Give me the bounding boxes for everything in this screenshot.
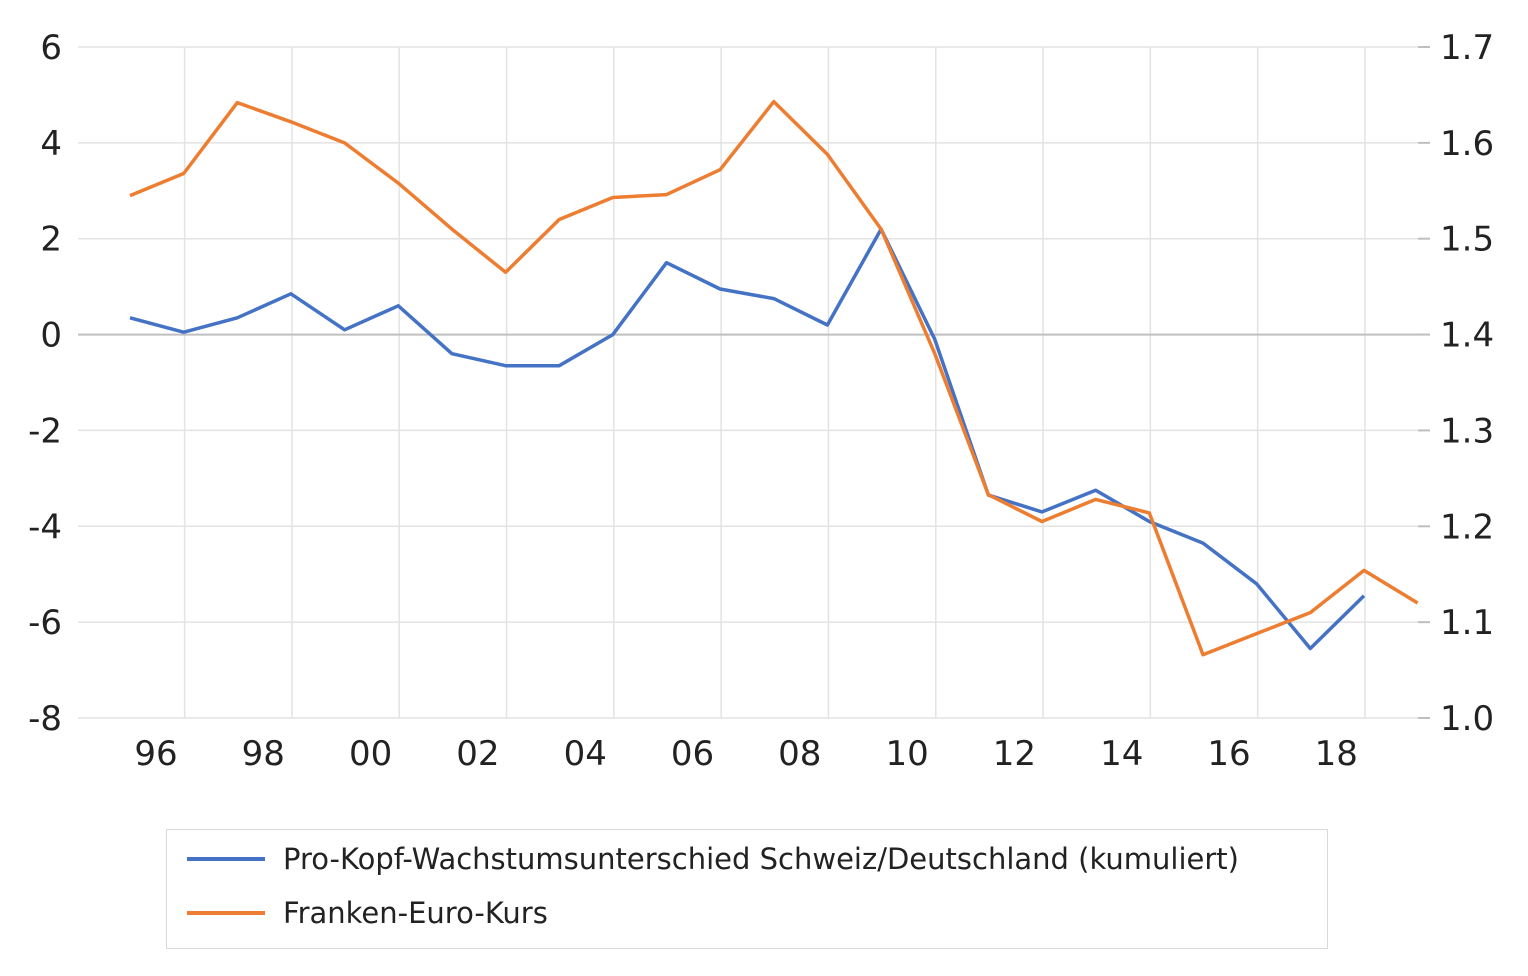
right-axis-tick-marks bbox=[1418, 46, 1430, 719]
x-axis-tick-label: 96 bbox=[134, 734, 177, 774]
left-axis-tick-label: -2 bbox=[28, 411, 62, 451]
left-axis-tick-label: 4 bbox=[40, 124, 62, 164]
left-axis-labels: 6 4 2 0 -2 -4 -6 -8 bbox=[28, 28, 62, 739]
x-axis-tick-label: 08 bbox=[778, 734, 821, 774]
right-axis-tick-label: 1.6 bbox=[1440, 124, 1494, 164]
x-axis-tick-label: 06 bbox=[671, 734, 714, 774]
legend-swatch-growth bbox=[187, 857, 265, 861]
x-axis-tick-label: 98 bbox=[242, 734, 285, 774]
x-axis-tick-label: 12 bbox=[993, 734, 1036, 774]
legend-label-growth: Pro-Kopf-Wachstumsunterschied Schweiz/De… bbox=[283, 842, 1239, 876]
right-axis-tick-label: 1.0 bbox=[1440, 699, 1494, 739]
x-axis-tick-label: 18 bbox=[1315, 734, 1358, 774]
x-axis-tick-label: 10 bbox=[885, 734, 928, 774]
x-axis-tick-label: 04 bbox=[564, 734, 607, 774]
legend-item-growth: Pro-Kopf-Wachstumsunterschied Schweiz/De… bbox=[187, 842, 1239, 876]
legend-swatch-exchange-rate bbox=[187, 911, 265, 915]
right-axis-labels: 1.7 1.6 1.5 1.4 1.3 1.2 1.1 1.0 bbox=[1440, 28, 1494, 739]
right-axis-tick-label: 1.7 bbox=[1440, 28, 1494, 68]
x-axis-tick-label: 16 bbox=[1207, 734, 1250, 774]
left-axis-tick-label: -6 bbox=[28, 603, 62, 643]
left-axis-tick-label: -4 bbox=[28, 507, 62, 547]
x-axis-labels: 96 98 00 02 04 06 08 10 12 14 16 18 bbox=[134, 734, 1358, 774]
x-axis-tick-label: 02 bbox=[456, 734, 499, 774]
chart-area: 6 4 2 0 -2 -4 -6 -8 1.7 1.6 1.5 1.4 1.3 1.2 1.1 1.0 96… bbox=[28, 28, 1494, 774]
x-axis-tick-label: 00 bbox=[349, 734, 392, 774]
right-axis-tick-label: 1.3 bbox=[1440, 411, 1494, 451]
left-axis-tick-label: 0 bbox=[40, 316, 62, 356]
legend-item-exchange-rate: Franken-Euro-Kurs bbox=[187, 896, 548, 930]
legend: Pro-Kopf-Wachstumsunterschied Schweiz/De… bbox=[166, 829, 1328, 949]
x-axis-tick-label: 14 bbox=[1100, 734, 1143, 774]
left-axis-tick-label: 2 bbox=[40, 220, 62, 260]
right-axis-tick-label: 1.5 bbox=[1440, 220, 1494, 260]
legend-label-exchange-rate: Franken-Euro-Kurs bbox=[283, 896, 548, 930]
right-axis-tick-label: 1.1 bbox=[1440, 603, 1494, 643]
series-line-exchange-rate bbox=[129, 99, 1419, 657]
gridlines bbox=[78, 46, 1418, 719]
series-line-growth-difference bbox=[129, 227, 1366, 651]
right-axis-tick-label: 1.4 bbox=[1440, 316, 1494, 356]
left-axis-tick-label: 6 bbox=[40, 28, 62, 68]
left-axis-tick-label: -8 bbox=[28, 699, 62, 739]
right-axis-tick-label: 1.2 bbox=[1440, 507, 1494, 547]
series-lines bbox=[129, 99, 1419, 657]
